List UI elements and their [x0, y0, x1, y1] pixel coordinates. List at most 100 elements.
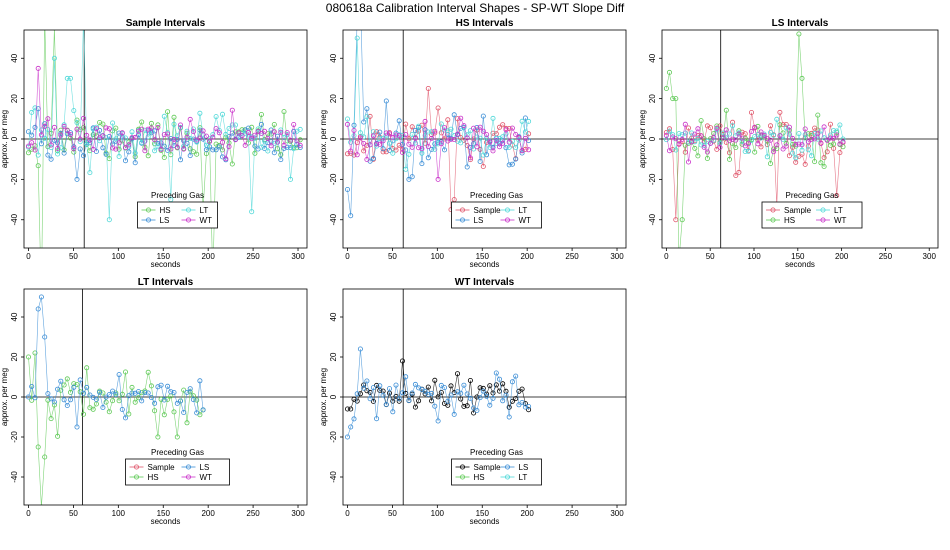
- data-point: [448, 126, 454, 132]
- data-point: [758, 144, 764, 150]
- data-point: [84, 132, 90, 138]
- legend-marker: [459, 217, 465, 223]
- data-point: [219, 139, 225, 145]
- data-point: [370, 133, 376, 139]
- x-tick-label: 50: [388, 509, 397, 518]
- data-point: [71, 149, 77, 155]
- data-point: [698, 133, 704, 139]
- data-point: [187, 116, 193, 122]
- data-point: [110, 120, 116, 126]
- x-axis-label: seconds: [785, 260, 815, 269]
- data-point: [809, 136, 815, 142]
- data-point: [216, 144, 222, 150]
- legend-box: [451, 458, 542, 486]
- data-point: [416, 145, 422, 151]
- data-point: [477, 395, 483, 401]
- data-point: [487, 402, 493, 408]
- data-point: [827, 132, 833, 138]
- data-point: [97, 138, 103, 144]
- data-point: [509, 125, 515, 131]
- data-point: [730, 136, 736, 142]
- data-point: [45, 152, 51, 158]
- data-point: [451, 136, 457, 142]
- data-point: [493, 382, 499, 388]
- data-point: [714, 127, 720, 133]
- data-point: [268, 143, 274, 149]
- data-point: [278, 157, 284, 163]
- data-point: [291, 128, 297, 134]
- data-point: [226, 126, 232, 132]
- y-tick-label: -20: [329, 173, 338, 185]
- data-point: [90, 406, 96, 412]
- data-point: [383, 98, 389, 104]
- data-point: [361, 148, 367, 154]
- data-point: [406, 151, 412, 157]
- legend-marker: [459, 474, 465, 480]
- data-point: [145, 126, 151, 132]
- data-point: [103, 151, 109, 157]
- data-point: [51, 124, 57, 130]
- data-point: [780, 130, 786, 136]
- data-point: [783, 122, 789, 128]
- data-point: [64, 402, 70, 408]
- data-point: [730, 123, 736, 129]
- data-point: [197, 378, 203, 384]
- data-point: [116, 130, 122, 136]
- data-point: [733, 137, 739, 143]
- data-point: [64, 376, 70, 382]
- data-point: [522, 401, 528, 407]
- data-point: [676, 131, 682, 137]
- data-point: [793, 155, 799, 161]
- data-point: [93, 396, 99, 402]
- data-point: [84, 384, 90, 390]
- data-point: [184, 134, 190, 140]
- series-line: [347, 30, 529, 216]
- data-point: [771, 132, 777, 138]
- y-tick-label: 40: [648, 53, 657, 62]
- data-point: [698, 118, 704, 124]
- data-point: [245, 129, 251, 135]
- data-point: [793, 141, 799, 147]
- data-point: [805, 147, 811, 153]
- data-point: [704, 149, 710, 155]
- data-point: [100, 133, 106, 139]
- data-point: [177, 157, 183, 163]
- legend-label: WT: [200, 473, 213, 482]
- data-point: [155, 122, 161, 128]
- data-point: [663, 86, 669, 92]
- data-point: [364, 378, 370, 384]
- data-point: [412, 404, 418, 410]
- data-point: [516, 402, 522, 408]
- data-point: [374, 141, 380, 147]
- data-point: [432, 128, 438, 134]
- data-point: [38, 294, 44, 300]
- legend-label: Sample: [148, 463, 176, 472]
- data-point: [796, 141, 802, 147]
- x-tick-label: 0: [26, 252, 31, 261]
- data-point: [252, 132, 258, 138]
- data-point: [403, 121, 409, 127]
- data-point: [438, 121, 444, 127]
- data-point: [68, 397, 74, 403]
- data-point: [229, 107, 235, 113]
- x-tick-label: 150: [157, 509, 171, 518]
- x-tick-label: 250: [879, 252, 893, 261]
- data-point: [723, 127, 729, 133]
- data-point: [357, 130, 363, 136]
- data-point: [500, 122, 506, 128]
- data-point: [29, 397, 35, 403]
- data-point: [774, 116, 780, 122]
- data-point: [670, 96, 676, 102]
- x-axis-label: seconds: [470, 517, 500, 526]
- x-tick-label: 100: [431, 252, 445, 261]
- data-point: [35, 306, 41, 312]
- data-point: [64, 131, 70, 137]
- data-point: [48, 142, 54, 148]
- data-point: [265, 148, 271, 154]
- data-point: [145, 390, 151, 396]
- data-point: [116, 146, 122, 152]
- legend-entry-ls: LS: [181, 463, 209, 472]
- x-tick-label: 250: [246, 252, 260, 261]
- x-tick-label: 150: [791, 252, 805, 261]
- data-point: [370, 398, 376, 404]
